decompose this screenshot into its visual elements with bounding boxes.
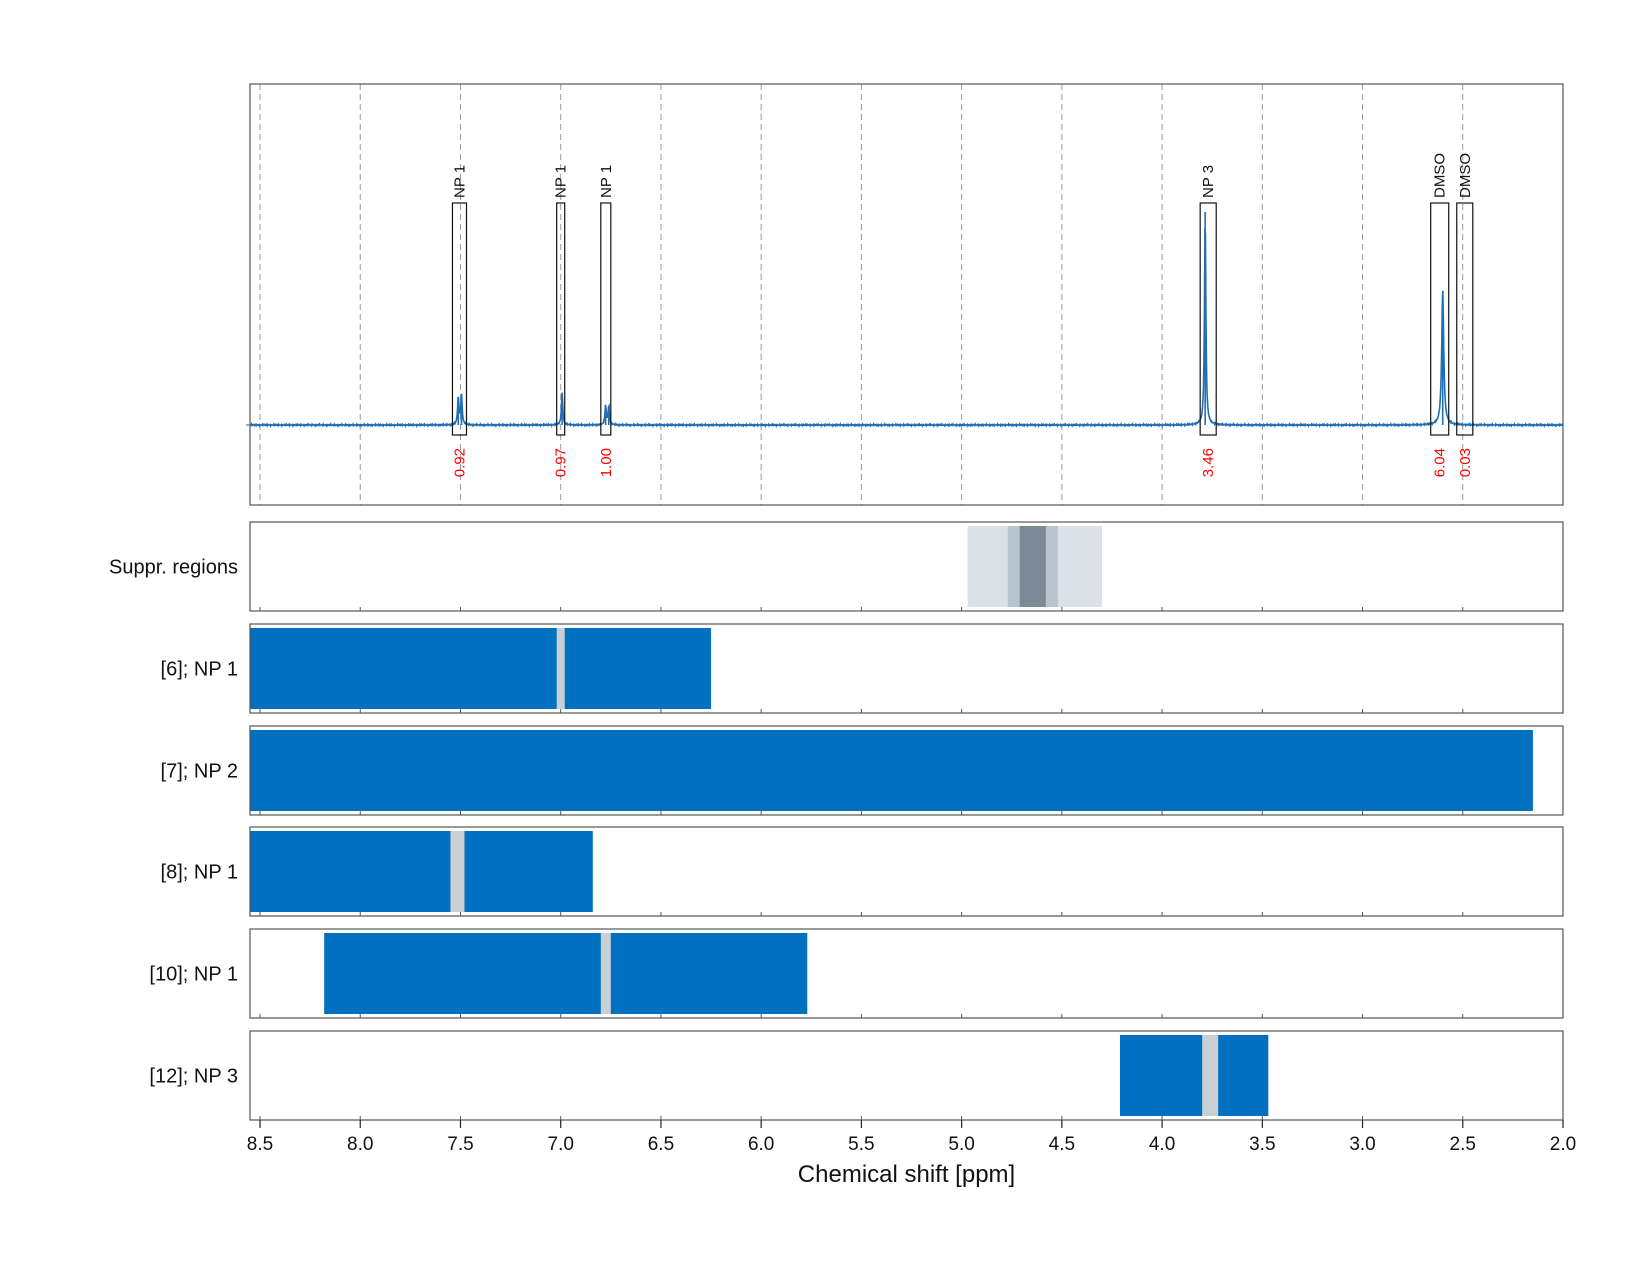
track-panel: [12]; NP 3	[149, 1030, 1564, 1121]
integration-label: DMSO	[1457, 153, 1474, 198]
x-tick-label: 2.5	[1450, 1134, 1476, 1155]
integration-label: DMSO	[1432, 153, 1449, 198]
x-tick-label: 7.5	[447, 1134, 473, 1155]
integration-region: NP 1 0.92	[451, 165, 468, 477]
x-tick-label: 6.0	[748, 1134, 774, 1155]
track-frame	[249, 725, 1564, 816]
integration-region: NP 3 3.46	[1199, 165, 1217, 477]
spectrum-panel: NP 1 0.92 NP 1 0.97 NP 1 1.00 NP 3 3.46 DMSO 6.04…	[246, 83, 1564, 506]
integration-region: NP 1 1.00	[598, 165, 615, 477]
integration-value: 0.92	[451, 448, 468, 477]
spectrum-line	[249, 228, 1564, 428]
track-bar	[250, 628, 712, 709]
track-panel: Suppr. regions	[109, 521, 1564, 612]
track-bar	[324, 933, 808, 1014]
integration-label: NP 1	[451, 165, 468, 198]
x-tick-label: 3.0	[1349, 1134, 1375, 1155]
x-axis-label: Chemical shift [ppm]	[798, 1161, 1015, 1188]
integration-box	[600, 202, 612, 436]
integration-value: 0.03	[1457, 448, 1474, 477]
x-tick-label: 2.0	[1550, 1134, 1576, 1155]
x-tick-label: 3.5	[1249, 1134, 1275, 1155]
track-frame	[249, 623, 1564, 714]
x-tick-label: 6.5	[648, 1134, 674, 1155]
x-tick-label: 7.0	[547, 1134, 573, 1155]
track-label: [6]; NP 1	[161, 659, 238, 681]
x-tick-label: 4.0	[1149, 1134, 1175, 1155]
track-label: [7]; NP 2	[161, 761, 238, 783]
integration-label: NP 1	[598, 165, 615, 198]
integration-region: NP 1 0.97	[553, 165, 570, 477]
track-panel: [8]; NP 1	[161, 826, 1564, 917]
track-frame	[249, 1030, 1564, 1121]
integration-label: NP 3	[1200, 165, 1217, 198]
integration-region: DMSO 6.04	[1430, 153, 1450, 477]
x-axis: 8.5 8.0 7.5 7.0 6.5 6.0 5.5 5.0 4.5 4.0 3.5 3.0 2.5 2…	[247, 1120, 1576, 1188]
integration-box	[451, 202, 468, 436]
track-marker	[600, 933, 611, 1014]
track-frame	[249, 826, 1564, 917]
integration-box	[1199, 202, 1217, 436]
x-tick-label: 5.5	[848, 1134, 874, 1155]
integration-box	[556, 202, 566, 436]
track-frame	[249, 928, 1564, 1019]
track-marker	[1202, 1035, 1219, 1116]
x-tick-label: 5.0	[948, 1134, 974, 1155]
track-panel: [7]; NP 2	[161, 725, 1564, 816]
integration-region: DMSO 0.03	[1456, 153, 1474, 477]
track-bar	[250, 730, 1533, 811]
track-panel: [10]; NP 1	[149, 928, 1564, 1019]
integration-value: 3.46	[1200, 448, 1217, 477]
x-tick-label: 8.5	[247, 1134, 273, 1155]
track-label: [12]; NP 3	[149, 1066, 238, 1088]
track-bar	[250, 831, 593, 912]
track-panel: [6]; NP 1	[161, 623, 1564, 714]
track-frame	[249, 521, 1564, 612]
track-label: [10]; NP 1	[149, 964, 238, 986]
suppression-region	[1019, 526, 1046, 607]
spectrum-frame	[249, 83, 1564, 506]
integration-value: 0.97	[553, 448, 570, 477]
integration-label: NP 1	[553, 165, 570, 198]
integration-value: 6.04	[1432, 448, 1449, 477]
track-marker	[450, 831, 465, 912]
x-tick-label: 8.0	[347, 1134, 373, 1155]
track-label: Suppr. regions	[109, 557, 238, 579]
integration-box	[1456, 202, 1474, 436]
integration-value: 1.00	[598, 448, 615, 477]
x-tick-label: 4.5	[1049, 1134, 1075, 1155]
track-label: [8]; NP 1	[161, 862, 238, 884]
integration-box	[1430, 202, 1450, 436]
track-bar	[1119, 1035, 1269, 1116]
track-marker	[556, 628, 565, 709]
